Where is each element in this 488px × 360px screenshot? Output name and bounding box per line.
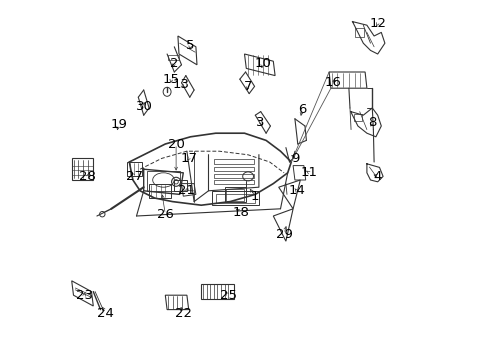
Text: 6: 6 — [297, 103, 305, 116]
Text: 30: 30 — [136, 100, 153, 113]
Bar — [353, 114, 361, 121]
Bar — [147, 171, 179, 191]
Bar — [226, 189, 244, 201]
Text: 29: 29 — [275, 228, 292, 240]
Text: 10: 10 — [254, 57, 270, 69]
Text: 20: 20 — [167, 138, 184, 150]
Text: 12: 12 — [368, 17, 386, 30]
Bar — [213, 174, 253, 178]
Text: 3: 3 — [256, 116, 264, 129]
Text: 19: 19 — [110, 118, 127, 131]
Text: 11: 11 — [300, 166, 317, 179]
Bar — [168, 55, 179, 60]
Text: 2: 2 — [170, 57, 178, 69]
Text: 28: 28 — [80, 170, 96, 183]
Text: 1: 1 — [250, 190, 259, 203]
Bar — [215, 194, 255, 203]
Text: 26: 26 — [157, 208, 173, 221]
Text: 21: 21 — [178, 184, 195, 197]
Text: 7: 7 — [244, 80, 252, 93]
Text: 27: 27 — [126, 170, 143, 183]
Bar — [212, 191, 258, 205]
Text: 24: 24 — [97, 307, 114, 320]
Text: 4: 4 — [373, 170, 381, 183]
Text: 16: 16 — [324, 76, 341, 89]
Bar — [174, 180, 186, 191]
Bar — [213, 180, 253, 184]
Text: 22: 22 — [174, 307, 191, 320]
Bar — [213, 159, 253, 164]
Text: 14: 14 — [287, 184, 305, 197]
Text: 13: 13 — [173, 78, 190, 91]
Text: 25: 25 — [219, 289, 236, 302]
Text: 18: 18 — [232, 206, 249, 219]
Text: 17: 17 — [180, 152, 197, 165]
Text: 8: 8 — [367, 116, 376, 129]
Text: 9: 9 — [290, 152, 299, 165]
Text: 5: 5 — [186, 39, 194, 51]
Text: 15: 15 — [163, 73, 180, 86]
Bar — [355, 28, 364, 37]
Text: 23: 23 — [76, 289, 93, 302]
Bar — [213, 167, 253, 171]
